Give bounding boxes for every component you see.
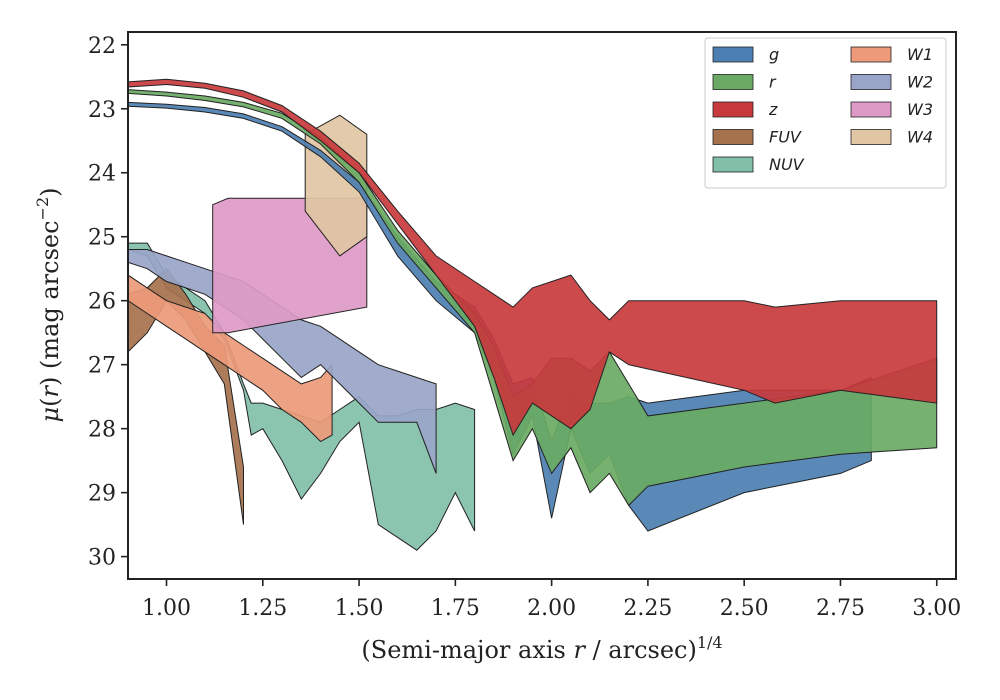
x-tick-label: 2.25 bbox=[623, 596, 672, 621]
y-tick-label: 23 bbox=[88, 98, 116, 123]
legend-swatch-z bbox=[713, 102, 753, 117]
legend-label-w1: W1 bbox=[907, 45, 933, 64]
x-tick-label: 1.75 bbox=[431, 596, 480, 621]
x-tick-label: 3.00 bbox=[912, 596, 961, 621]
x-axis-label: (Semi-major axis r / arcsec)1/4 bbox=[361, 633, 722, 664]
legend-label-g: g bbox=[769, 45, 779, 64]
legend-swatch-w4 bbox=[851, 130, 891, 145]
legend-label-w3: W3 bbox=[907, 100, 933, 119]
x-tick-label: 2.75 bbox=[816, 596, 865, 621]
legend-swatch-g bbox=[713, 47, 753, 62]
legend-swatch-r bbox=[713, 75, 753, 90]
x-tick-label: 1.50 bbox=[335, 596, 384, 621]
x-tick-label: 1.25 bbox=[238, 596, 287, 621]
y-tick-label: 30 bbox=[88, 546, 116, 571]
y-tick-label: 22 bbox=[88, 34, 116, 59]
chart: 1.00 1.25 1.50 1.75 2.00 2.25 2.50 2.75 3.00 222… bbox=[0, 0, 1000, 700]
legend-label-fuv: FUV bbox=[769, 128, 802, 147]
legend-label-z: z bbox=[768, 100, 778, 119]
legend-swatch-w2 bbox=[851, 75, 891, 90]
y-tick-label: 29 bbox=[88, 482, 116, 507]
legend-label-nuv: NUV bbox=[769, 155, 805, 174]
x-tick-label: 2.50 bbox=[720, 596, 769, 621]
legend-swatch-w1 bbox=[851, 47, 891, 62]
legend-swatch-nuv bbox=[713, 157, 753, 172]
y-tick-label: 24 bbox=[88, 162, 116, 187]
y-axis: 22 23 24 25 26 27 28 29 30 bbox=[88, 34, 128, 571]
legend-label-w4: W4 bbox=[907, 128, 933, 147]
y-tick-label: 27 bbox=[88, 354, 116, 379]
legend-swatch-w3 bbox=[851, 102, 891, 117]
legend-swatch-fuv bbox=[713, 130, 753, 145]
y-tick-label: 28 bbox=[88, 418, 116, 443]
y-tick-label: 25 bbox=[88, 226, 116, 251]
x-tick-label: 1.00 bbox=[142, 596, 191, 621]
legend-label-w2: W2 bbox=[907, 73, 933, 92]
x-axis: 1.00 1.25 1.50 1.75 2.00 2.25 2.50 2.75 3.00 bbox=[142, 579, 961, 621]
y-axis-label: μ(r) (mag arcsec−2) bbox=[33, 187, 64, 422]
y-tick-label: 26 bbox=[88, 290, 116, 315]
x-tick-label: 2.00 bbox=[527, 596, 576, 621]
